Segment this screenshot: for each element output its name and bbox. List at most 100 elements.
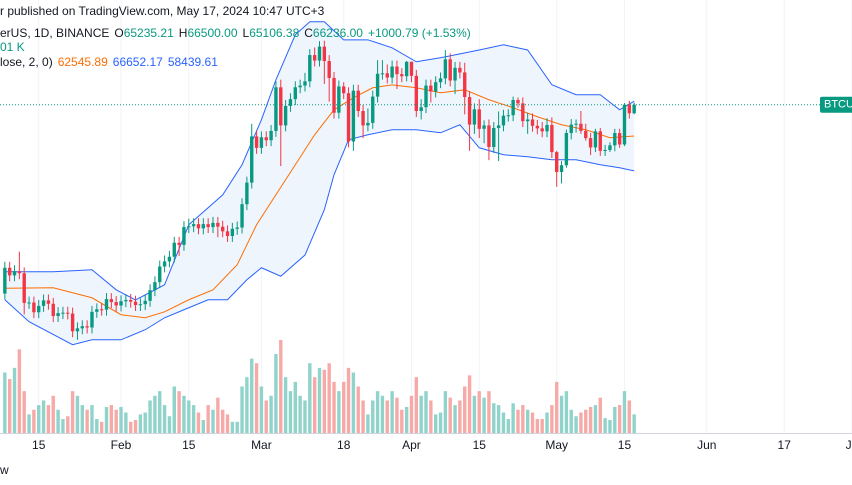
volume-bar	[540, 419, 544, 433]
candle-body	[162, 261, 167, 267]
volume-bar	[521, 405, 525, 433]
candle-body	[75, 328, 80, 332]
bb-lower: 58439.61	[167, 55, 218, 69]
volume-bar	[390, 391, 394, 433]
candle-body	[288, 99, 293, 106]
candle-body	[27, 302, 31, 304]
volume-bar	[404, 406, 409, 433]
candle-body	[230, 228, 235, 236]
candle-body	[12, 271, 17, 276]
candle-body	[133, 301, 138, 306]
candle-body	[99, 309, 104, 311]
candle-body	[279, 87, 283, 126]
candle-body	[380, 73, 385, 75]
candle-body	[525, 119, 530, 122]
volume-bar	[235, 421, 239, 433]
symbol: erUS, 1D, BINANCE	[0, 26, 110, 40]
volume-bar	[85, 409, 89, 433]
volume-bar	[356, 386, 360, 433]
candle-body	[114, 302, 118, 306]
x-tick-label: Feb	[111, 438, 132, 452]
candle-body	[409, 61, 414, 76]
volume-bar	[366, 414, 370, 433]
volume-bar	[448, 397, 452, 433]
volume-bar	[211, 409, 215, 433]
candle-body	[182, 227, 186, 245]
volume-bar	[22, 391, 26, 433]
candle-body	[603, 149, 607, 151]
candle-body	[298, 85, 302, 88]
volume-bar	[254, 363, 259, 433]
volume-bar	[409, 395, 414, 433]
volume-bar	[608, 419, 612, 433]
candle-body	[506, 115, 510, 117]
volume-bar	[133, 419, 138, 433]
volume-bar	[351, 372, 356, 433]
candle-body	[385, 73, 389, 78]
volume-bar	[535, 419, 540, 433]
candle-body	[632, 104, 636, 114]
volume-bar	[487, 391, 491, 433]
volume-bar	[206, 405, 210, 433]
candle-body	[458, 67, 462, 73]
candle-body	[7, 267, 12, 276]
candle-body	[598, 131, 602, 151]
volume-bar	[216, 397, 220, 433]
x-tick-label: Ju	[846, 438, 852, 452]
volume-bar	[293, 381, 297, 433]
volume-bar	[400, 409, 404, 433]
volume-bar	[613, 406, 617, 433]
candle-body	[467, 97, 472, 125]
volume-bar	[70, 391, 75, 433]
candle-body	[177, 242, 181, 245]
volume-bar	[516, 409, 520, 433]
volume-bar	[177, 391, 181, 433]
candle-body	[3, 267, 7, 294]
candle-body	[196, 224, 201, 229]
candle-body	[477, 109, 481, 129]
volume-bar	[545, 412, 549, 433]
candle-body	[361, 111, 365, 126]
volume-bar	[61, 419, 65, 433]
candle-body	[32, 302, 36, 313]
volume-bar	[201, 419, 206, 433]
candle-body	[419, 107, 423, 112]
candle-body	[259, 137, 264, 148]
volume-bar	[172, 386, 176, 433]
volume-bar	[395, 397, 399, 433]
volume-bar	[550, 405, 554, 433]
volume-bar	[458, 400, 462, 433]
candle-body	[293, 87, 297, 100]
candle-body	[463, 72, 467, 98]
volume-bar	[220, 409, 225, 433]
candle-body	[308, 55, 312, 82]
candle-body	[250, 136, 254, 183]
candle-body	[109, 299, 114, 303]
volume-bar	[327, 363, 331, 433]
ohlc-value: 66236.00	[312, 26, 363, 40]
candle-body	[51, 303, 55, 317]
volume-bar	[95, 419, 99, 433]
volume-bar	[51, 395, 55, 433]
candle-body	[95, 309, 99, 312]
ohlc-value: 65235.21	[123, 26, 174, 40]
candle-body	[550, 124, 554, 153]
volume-bar	[27, 414, 31, 433]
volume-bar	[433, 414, 438, 433]
candle-body	[443, 59, 448, 79]
candle-body	[138, 304, 143, 306]
volume-bar	[66, 416, 70, 433]
bb-text: lose, 2, 0)	[0, 55, 53, 69]
candle-body	[501, 115, 506, 126]
candle-body	[535, 125, 540, 129]
candle-body	[472, 109, 477, 125]
volume-bar	[361, 400, 365, 433]
candle-body	[569, 124, 573, 134]
x-tick-label: 15	[473, 438, 487, 452]
volume-bar	[419, 395, 423, 433]
candle-body	[158, 266, 162, 283]
candle-body	[85, 326, 89, 328]
candle-body	[429, 85, 433, 92]
